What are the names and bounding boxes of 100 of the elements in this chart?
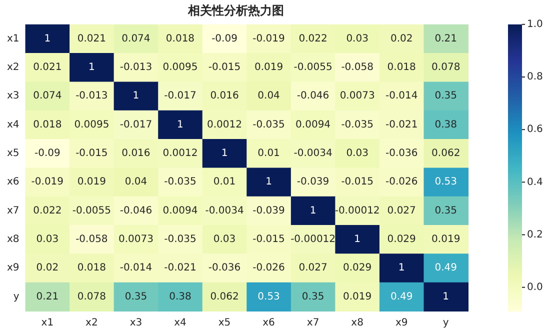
data-label: 1: [44, 33, 51, 44]
data-label: 0.35: [302, 291, 324, 302]
data-label: -0.014: [385, 90, 418, 102]
data-label: 0.022: [33, 205, 62, 216]
data-label: -0.09: [34, 148, 60, 159]
data-label: -0.035: [341, 119, 374, 130]
data-label: -0.021: [385, 119, 418, 130]
x-tick-label: x7: [306, 318, 320, 329]
x-tick-label: x4: [174, 318, 186, 329]
data-label: 0.018: [33, 119, 62, 130]
data-label: 1: [132, 90, 140, 102]
data-label: 0.03: [346, 33, 368, 44]
y-tick-label: x7: [7, 205, 20, 216]
data-label: 0.03: [36, 234, 59, 245]
data-label: 0.074: [33, 90, 62, 102]
data-label: 0.021: [33, 62, 62, 73]
data-label: 1: [266, 176, 272, 188]
data-label: 0.0095: [162, 62, 198, 73]
data-label: -0.00012: [290, 234, 336, 245]
data-label: -0.039: [296, 176, 330, 188]
data-label: 1: [310, 205, 316, 216]
color-bar-label: 0.4: [527, 176, 543, 188]
data-label: 0.01: [258, 148, 280, 159]
data-label: 0.04: [258, 90, 280, 102]
data-label: 0.074: [122, 33, 150, 44]
color-bar-label: 0.8: [527, 72, 543, 83]
data-label: 0.018: [387, 62, 416, 73]
data-label: 0.022: [298, 33, 328, 44]
data-label: 1: [221, 148, 228, 159]
data-label: 0.0012: [207, 119, 242, 130]
data-label: -0.013: [76, 90, 108, 102]
data-label: 0.021: [77, 33, 106, 44]
data-label: 0.019: [343, 291, 372, 302]
data-label: 0.078: [77, 291, 106, 302]
data-label: 0.062: [210, 291, 239, 302]
data-label: 0.078: [432, 62, 460, 73]
data-label: -0.046: [296, 90, 330, 102]
x-tick-label: x3: [130, 318, 142, 329]
y-tick-label: y: [13, 291, 20, 302]
y-tick-label: x3: [7, 90, 20, 102]
data-label: -0.035: [252, 119, 285, 130]
data-label: -0.09: [212, 33, 238, 44]
y-tick-label: x9: [7, 262, 20, 274]
data-label: 0.03: [346, 148, 368, 159]
data-label: 0.53: [434, 176, 457, 188]
data-label: 0.53: [258, 291, 280, 302]
data-label: -0.0034: [205, 205, 244, 216]
y-tick-label: x2: [7, 62, 20, 73]
data-label: 0.21: [36, 291, 59, 302]
y-tick-label: x8: [7, 234, 20, 245]
data-label: -0.017: [120, 119, 152, 130]
data-label: -0.0034: [294, 148, 332, 159]
data-label: 0.0094: [162, 205, 198, 216]
data-label: -0.046: [120, 205, 152, 216]
data-label: -0.039: [252, 205, 285, 216]
data-label: 0.35: [124, 291, 148, 302]
data-label: 1: [398, 262, 405, 274]
data-label: 0.49: [434, 262, 457, 274]
color-bar-label: 0.2: [527, 229, 543, 240]
y-tick-label: x6: [7, 176, 20, 188]
data-label: -0.015: [341, 176, 374, 188]
x-tick-label: x8: [351, 318, 364, 329]
y-tick-label: x4: [7, 119, 20, 130]
color-bar-label: 0.0: [527, 282, 543, 293]
data-label: 1: [88, 62, 95, 73]
x-tick-label: x2: [86, 318, 98, 329]
data-label: 0.38: [434, 119, 457, 130]
data-label: 0.018: [166, 33, 195, 44]
data-label: -0.00012: [334, 205, 380, 216]
data-label: -0.019: [31, 176, 64, 188]
y-tick-label: x5: [7, 148, 20, 159]
data-label: -0.0055: [72, 205, 111, 216]
data-label: -0.035: [164, 234, 196, 245]
x-tick-label: x9: [395, 318, 408, 329]
data-label: -0.014: [120, 262, 152, 274]
data-label: 0.027: [298, 262, 328, 274]
data-label: 0.029: [343, 262, 372, 274]
data-label: -0.019: [252, 33, 285, 44]
data-label: 0.0012: [162, 148, 198, 159]
data-label: -0.021: [164, 262, 196, 274]
data-label: 0.019: [77, 176, 106, 188]
data-label: -0.017: [164, 90, 196, 102]
data-label: 0.019: [254, 62, 284, 73]
data-label: -0.013: [120, 62, 152, 73]
data-label: 0.027: [387, 205, 416, 216]
x-tick-label: x5: [218, 318, 231, 329]
data-label: -0.036: [208, 262, 241, 274]
data-label: 0.0095: [74, 119, 110, 130]
data-label: -0.015: [252, 234, 285, 245]
data-label: 0.21: [434, 33, 457, 44]
data-label: 0.0073: [340, 90, 375, 102]
data-label: 0.01: [213, 176, 236, 188]
data-label: 0.02: [36, 262, 59, 274]
x-tick-label: y: [442, 318, 449, 329]
data-label: 1: [177, 119, 184, 130]
data-label: 0.35: [434, 205, 457, 216]
data-label: 0.35: [434, 90, 457, 102]
data-label: 0.0094: [296, 119, 331, 130]
chart-title: 相关性分析热力图: [187, 3, 284, 18]
color-bar-label: 1.0: [527, 18, 543, 30]
